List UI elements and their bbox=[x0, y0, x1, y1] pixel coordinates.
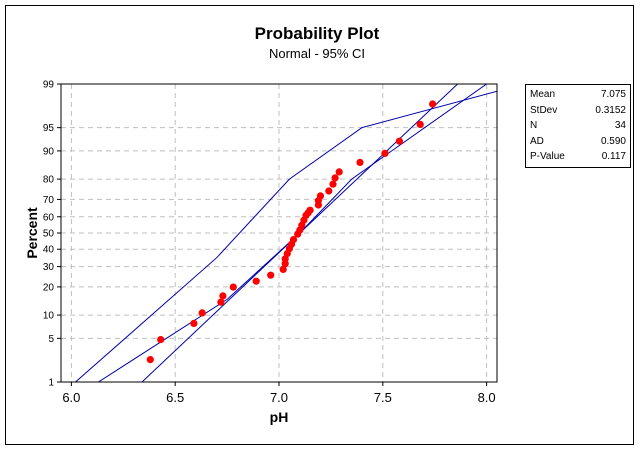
data-point bbox=[229, 283, 237, 291]
x-tick-label: 7.5 bbox=[374, 390, 392, 405]
chart-frame bbox=[5, 5, 634, 445]
y-tick-label: 60 bbox=[43, 212, 55, 223]
data-point bbox=[267, 271, 275, 279]
data-point bbox=[157, 336, 165, 344]
x-tick-label: 8.0 bbox=[478, 390, 496, 405]
stat-value: 0.3152 bbox=[595, 104, 626, 116]
stat-value: 7.075 bbox=[600, 89, 626, 100]
stat-label: N bbox=[530, 120, 538, 132]
data-point bbox=[331, 174, 339, 182]
y-tick-label: 70 bbox=[43, 195, 55, 206]
y-tick-label: 90 bbox=[43, 146, 55, 157]
data-point bbox=[289, 236, 298, 244]
y-tick-label: 1 bbox=[48, 378, 54, 389]
data-point bbox=[198, 309, 206, 317]
x-tick-label: 6.0 bbox=[62, 390, 80, 405]
y-tick-label: 5 bbox=[48, 334, 54, 345]
x-axis-label: pH bbox=[270, 409, 289, 425]
data-point bbox=[316, 192, 325, 200]
stat-row-mean: Mean 7.075 bbox=[530, 87, 626, 103]
y-axis-label: Percent bbox=[24, 207, 40, 259]
stat-label: StDev bbox=[530, 104, 558, 116]
chart-title: Probability Plot bbox=[254, 24, 380, 43]
data-point bbox=[356, 158, 364, 166]
ci-lower-band bbox=[98, 84, 487, 382]
stats-box: Mean 7.075 StDev 0.3152 N 34 AD 0.590 P-Valu… bbox=[525, 84, 631, 168]
stat-row-pvalue: P-Value 0.117 bbox=[530, 149, 626, 165]
data-point bbox=[329, 180, 337, 188]
stat-label: AD bbox=[530, 135, 544, 147]
data-point bbox=[335, 168, 343, 176]
data-point bbox=[429, 100, 437, 108]
data-point bbox=[219, 292, 227, 300]
data-point bbox=[146, 356, 154, 364]
stat-value: 0.590 bbox=[600, 135, 626, 147]
stat-row-n: N 34 bbox=[530, 118, 626, 134]
data-point bbox=[325, 187, 333, 195]
stat-value: 34 bbox=[614, 120, 626, 132]
x-tick-label: 7.0 bbox=[270, 390, 288, 405]
chart-subtitle: Normal - 95% CI bbox=[268, 46, 366, 61]
stat-row-stdev: StDev 0.3152 bbox=[530, 103, 626, 119]
stat-label: P-Value bbox=[530, 151, 565, 163]
data-point bbox=[252, 277, 260, 285]
ci-upper-band bbox=[75, 90, 497, 382]
data-point bbox=[190, 319, 198, 327]
y-tick-label: 80 bbox=[43, 175, 55, 186]
stat-value: 0.117 bbox=[601, 151, 626, 163]
data-point bbox=[395, 137, 403, 145]
y-tick-label: 50 bbox=[43, 229, 55, 240]
y-tick-label: 20 bbox=[43, 282, 55, 293]
y-tick-label: 40 bbox=[43, 245, 55, 256]
y-tick-label: 10 bbox=[43, 311, 55, 322]
y-tick-label: 95 bbox=[43, 123, 55, 134]
stat-row-ad: AD 0.590 bbox=[530, 134, 626, 150]
y-tick-label: 99 bbox=[43, 80, 55, 91]
stat-label: Mean bbox=[530, 89, 556, 100]
data-point bbox=[381, 149, 389, 157]
y-tick-label: 30 bbox=[43, 262, 55, 273]
data-point bbox=[279, 265, 287, 273]
x-tick-label: 6.5 bbox=[166, 390, 184, 405]
data-point bbox=[217, 298, 225, 306]
data-point bbox=[416, 120, 424, 128]
data-point bbox=[306, 206, 314, 214]
